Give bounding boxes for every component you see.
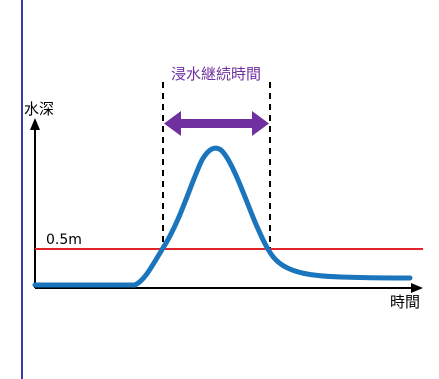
y-axis-label: 水深: [24, 100, 54, 118]
frame-left-border: [21, 0, 23, 379]
duration-label: 浸水継続時間: [171, 65, 261, 83]
duration-arrow: [164, 111, 269, 136]
x-axis-arrowhead: [411, 283, 423, 293]
threshold-label: 0.5m: [46, 232, 82, 248]
water-depth-curve: [32, 145, 413, 288]
x-axis-label: 時間: [390, 293, 420, 311]
y-axis-arrowhead: [30, 118, 40, 130]
